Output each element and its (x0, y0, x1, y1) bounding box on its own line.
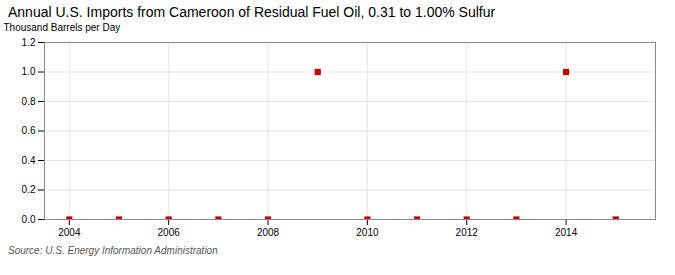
svg-text:2004: 2004 (58, 227, 81, 238)
svg-text:1.2: 1.2 (22, 37, 36, 48)
svg-text:0.6: 0.6 (22, 125, 36, 136)
svg-text:Thousand Barrels per Day: Thousand Barrels per Day (4, 22, 121, 33)
svg-text:0.2: 0.2 (22, 184, 36, 195)
svg-text:2014: 2014 (555, 227, 578, 238)
svg-text:0.0: 0.0 (22, 214, 36, 225)
svg-text:1.0: 1.0 (22, 66, 36, 77)
html-text:Annual U.S. Imports from Camer: Annual U.S. Imports from Cameroon of Res… (8, 4, 496, 20)
html-text:Source: U.S. Energy Informatio: Source: U.S. Energy Information Administ… (8, 245, 218, 256)
svg-text:2006: 2006 (158, 227, 181, 238)
svg-text:0.4: 0.4 (22, 155, 36, 166)
svg-text:0.8: 0.8 (22, 96, 36, 107)
svg-text:2010: 2010 (356, 227, 379, 238)
svg-text:2012: 2012 (456, 227, 479, 238)
svg-text:2008: 2008 (257, 227, 280, 238)
